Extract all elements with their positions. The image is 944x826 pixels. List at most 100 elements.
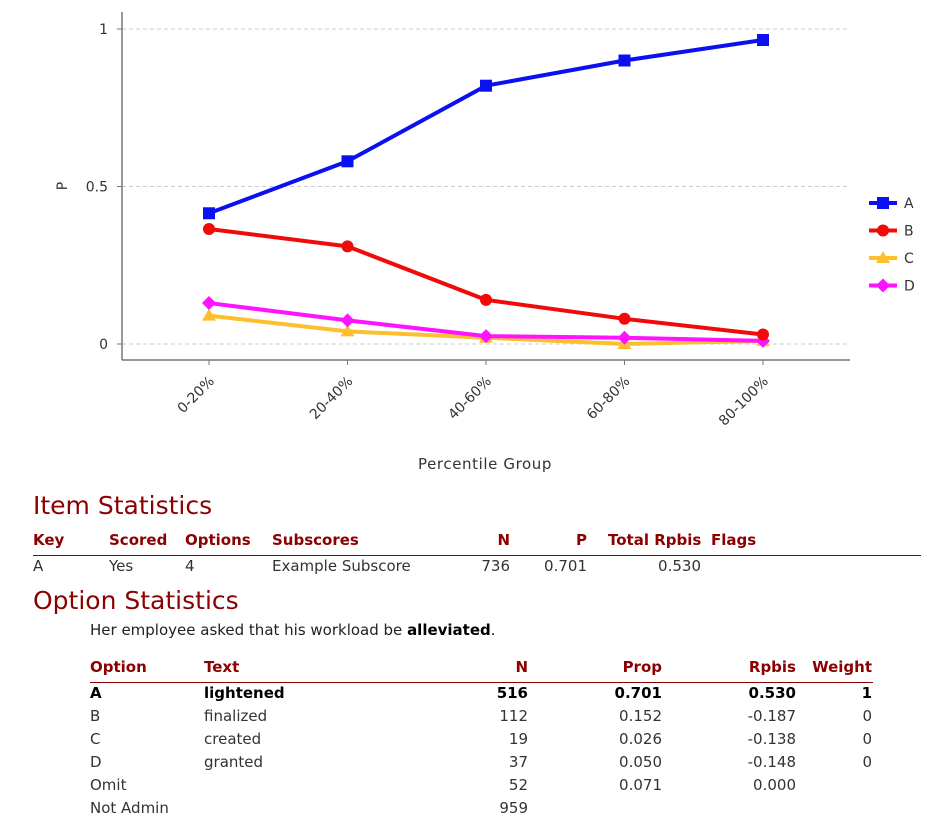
cell-n: 52 [508, 776, 528, 794]
legend-item-B: B [869, 224, 914, 240]
cell-key: A [33, 557, 44, 575]
cell-rpbis: 0.530 [748, 684, 796, 702]
legend-marker [876, 278, 890, 293]
data-point-B [618, 312, 631, 325]
data-point-A [618, 54, 631, 67]
series-A [203, 34, 769, 220]
legend-marker [877, 224, 889, 237]
y-tick-label: 1 [99, 22, 108, 38]
legend-marker [876, 251, 890, 263]
cell-weight: 0 [862, 753, 872, 771]
col-header-option: Option [90, 658, 147, 676]
item-stem-text: Her employee asked that his workload be [90, 621, 408, 639]
item-stem: Her employee asked that his workload be … [90, 621, 496, 639]
col-header-flags: Flags [711, 531, 757, 549]
col-header-total-rpbis: Total Rpbis [608, 531, 702, 549]
data-point-B [480, 293, 492, 306]
y-tick-label: 0.5 [86, 180, 108, 196]
cell-weight: 0 [862, 707, 872, 725]
cell-rpbis: -0.138 [747, 730, 796, 748]
x-tick-label: 60-80% [584, 374, 633, 423]
cell-weight: 1 [861, 684, 872, 702]
cell-option: Not Admin [90, 799, 169, 817]
cell-prop: 0.071 [619, 776, 662, 794]
legend-item-A: A [869, 196, 914, 212]
legend-label: A [904, 196, 914, 212]
cell-option: Omit [90, 776, 127, 794]
cell-scored: Yes [109, 557, 134, 575]
item-statistics-title: Item Statistics [33, 491, 213, 520]
y-axis-label: P [55, 182, 71, 190]
cell-n: 37 [508, 753, 528, 771]
cell-n: 959 [499, 799, 528, 817]
data-point-D [202, 296, 216, 311]
grid-lines [122, 28, 850, 345]
cell-text: finalized [204, 707, 268, 725]
col-header-n: N [515, 658, 528, 676]
series-B [203, 223, 769, 341]
cell-option: B [90, 707, 101, 725]
col-header-text: Text [204, 658, 240, 676]
data-point-D [340, 313, 355, 328]
cell-text: granted [204, 753, 264, 771]
data-point-B [757, 328, 769, 341]
cell-options: 4 [185, 557, 195, 575]
legend-label: C [904, 251, 914, 267]
x-tick-label: 0-20% [175, 374, 218, 417]
cell-n: 736 [481, 557, 510, 575]
y-tick-label: 0 [99, 337, 108, 353]
x-tick-label: 40-60% [445, 374, 494, 423]
legend-item-C: C [869, 251, 914, 267]
cell-prop: 0.026 [619, 730, 662, 748]
x-tick-label: 80-100% [716, 374, 772, 430]
col-header-key: Key [33, 531, 65, 549]
col-header-scored: Scored [109, 531, 168, 549]
cell-rpbis: -0.187 [747, 707, 796, 725]
cell-weight: 0 [862, 730, 872, 748]
item-stem-end: . [490, 621, 496, 639]
x-axis-ticks: 0-20% 20-40% 40-60% 60-80% 80-100% [175, 360, 772, 429]
option-statistics-title: Option Statistics [33, 586, 239, 615]
cell-n: 112 [499, 707, 528, 725]
cell-text: created [204, 730, 262, 748]
col-header-subscores: Subscores [272, 531, 359, 549]
data-point-C [202, 308, 216, 321]
cell-option: A [90, 684, 102, 702]
cell-n: 19 [508, 730, 528, 748]
data-point-A [203, 207, 215, 220]
data-point-A [480, 79, 492, 92]
series-line-B [208, 227, 764, 337]
header-divider [33, 555, 921, 556]
header-divider [90, 682, 873, 683]
y-axis-ticks: 00.51 [86, 22, 122, 353]
cell-n: 516 [496, 684, 528, 702]
series-line-A [208, 38, 764, 216]
x-tick-label: 20-40% [307, 374, 356, 423]
col-header-weight: Weight [812, 658, 872, 676]
legend-label: B [904, 224, 914, 240]
data-point-B [341, 240, 354, 253]
col-header-rpbis: Rpbis [748, 658, 796, 676]
data-point-A [757, 34, 769, 47]
cell-prop: 0.701 [614, 684, 662, 702]
cell-rpbis: -0.148 [747, 753, 796, 771]
col-header-n: N [497, 531, 510, 549]
x-axis-label: Percentile Group [418, 455, 552, 473]
col-header-p: P [576, 531, 587, 549]
cell-total-rpbis: 0.530 [658, 557, 701, 575]
cell-prop: 0.152 [619, 707, 662, 725]
col-header-prop: Prop [622, 658, 662, 676]
cell-rpbis: 0.000 [753, 776, 796, 794]
percentile-group-chart: 00.51 0-20% 20-40% 40-60% 60-80% 80-100% ABC… [55, 12, 915, 473]
series-lines [202, 34, 770, 349]
data-point-D [479, 329, 493, 344]
col-header-options: Options [185, 531, 251, 549]
cell-option: D [90, 753, 102, 771]
cell-subscores: Example Subscore [272, 557, 411, 575]
legend-marker [877, 197, 889, 209]
item-stem-keyword: alleviated [407, 621, 491, 639]
data-point-C [340, 324, 355, 337]
legend-item-D: D [869, 278, 915, 295]
cell-text: lightened [204, 684, 285, 702]
